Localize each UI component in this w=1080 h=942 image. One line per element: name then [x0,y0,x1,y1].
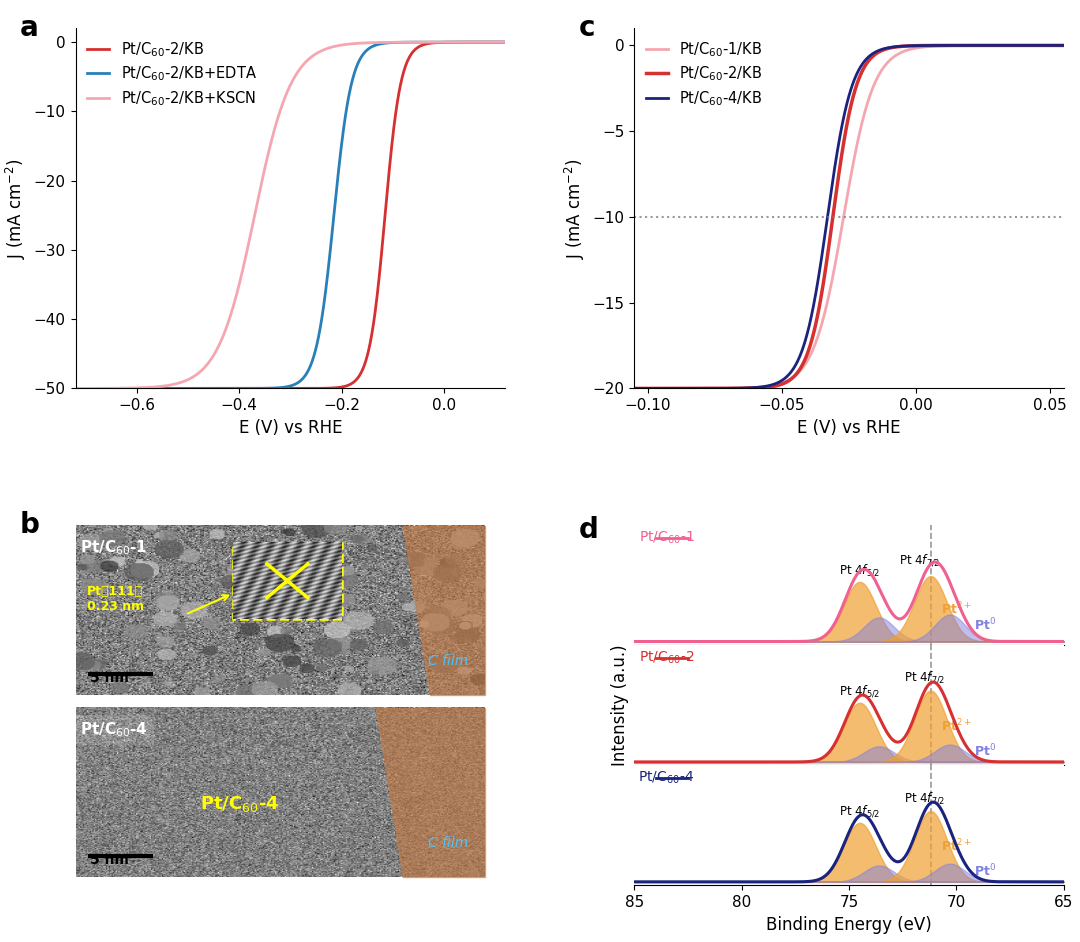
Text: Pt 4$f_{5/2}$: Pt 4$f_{5/2}$ [839,562,880,578]
Text: 5 nm: 5 nm [90,672,129,686]
Bar [233,543,341,619]
Pt/C$_{60}$-2/KB [1002,40,1015,51]
Text: Pt/C$_{60}$-1: Pt/C$_{60}$-1 [638,529,694,545]
Pt/C$_{60}$-2/KB [444,37,457,48]
Pt/C$_{60}$-1/KB [702,382,715,394]
Text: 5 nm: 5 nm [90,853,129,868]
Pt/C$_{60}$-2/KB+KSCN [69,382,82,394]
X-axis label: E (V) vs RHE: E (V) vs RHE [797,418,901,437]
Pt/C$_{60}$-2/KB+KSCN [499,37,512,48]
Pt/C$_{60}$-2/KB+KSCN [144,382,157,393]
Line: Pt/C$_{60}$-2/KB+KSCN: Pt/C$_{60}$-2/KB+KSCN [76,42,505,388]
Pt/C$_{60}$-4/KB [793,352,806,364]
X-axis label: E (V) vs RHE: E (V) vs RHE [239,418,342,437]
Line: Pt/C$_{60}$-2/KB: Pt/C$_{60}$-2/KB [634,45,1064,388]
Pt/C$_{60}$-2/KB [811,310,824,321]
Text: b: b [19,511,40,539]
Pt/C$_{60}$-2/KB [1057,40,1070,51]
Pt/C$_{60}$-2/KB+EDTA [69,382,82,394]
Pt/C$_{60}$-2/KB [144,382,157,394]
Pt/C$_{60}$-1/KB [1057,40,1070,51]
Pt/C$_{60}$-2/KB+EDTA [118,382,131,394]
Polygon shape [376,707,485,877]
Pt/C$_{60}$-2/KB [793,365,806,377]
Text: Pt 4$f_{7/2}$: Pt 4$f_{7/2}$ [904,789,945,805]
Text: Pt$^{2+}$: Pt$^{2+}$ [942,718,972,735]
Pt/C$_{60}$-4/KB [811,278,824,289]
Pt/C$_{60}$-2/KB+EDTA [253,382,266,394]
Pt/C$_{60}$-2/KB [118,382,131,394]
Pt/C$_{60}$-2/KB+KSCN [253,189,266,201]
Text: Pt 4$f_{7/2}$: Pt 4$f_{7/2}$ [904,670,945,686]
Pt/C$_{60}$-2/KB+EDTA [444,37,457,48]
Text: a: a [19,14,39,41]
Pt/C$_{60}$-2/KB+KSCN [118,382,131,394]
Text: Pt/C$_{60}$-4: Pt/C$_{60}$-4 [638,770,694,786]
Pt/C$_{60}$-2/KB [490,37,503,48]
Pt/C$_{60}$-2/KB [253,382,266,394]
Pt/C$_{60}$-2/KB+EDTA [144,382,157,394]
Pt/C$_{60}$-2/KB+EDTA [490,37,503,48]
Text: c: c [578,14,595,41]
Pt/C$_{60}$-2/KB+EDTA [234,382,247,394]
Pt/C$_{60}$-2/KB [69,382,82,394]
Pt/C$_{60}$-2/KB [499,37,512,48]
Pt/C$_{60}$-2/KB [677,382,690,394]
Pt/C$_{60}$-4/KB [1057,40,1070,51]
Pt/C$_{60}$-1/KB [793,366,806,378]
Pt/C$_{60}$-2/KB [702,382,715,394]
Line: Pt/C$_{60}$-2/KB: Pt/C$_{60}$-2/KB [76,42,505,388]
Text: Pt/C$_{60}$-2: Pt/C$_{60}$-2 [639,649,694,666]
Legend: Pt/C$_{60}$-1/KB, Pt/C$_{60}$-2/KB, Pt/C$_{60}$-4/KB: Pt/C$_{60}$-1/KB, Pt/C$_{60}$-2/KB, Pt/C… [642,36,767,112]
Y-axis label: J (mA cm$^{-2}$): J (mA cm$^{-2}$) [563,158,586,259]
Pt/C$_{60}$-4/KB [627,382,640,394]
Text: Pt$^{2+}$: Pt$^{2+}$ [942,600,972,617]
Text: d: d [578,515,598,544]
Text: Pt$^{0}$: Pt$^{0}$ [973,743,996,760]
Text: Pt/C$_{60}$-1: Pt/C$_{60}$-1 [80,539,148,557]
Text: Pt/C$_{60}$-4: Pt/C$_{60}$-4 [200,794,280,814]
Y-axis label: J (mA cm$^{-2}$): J (mA cm$^{-2}$) [4,158,28,259]
Text: Pt/C$_{60}$-4: Pt/C$_{60}$-4 [80,721,148,739]
Pt/C$_{60}$-1/KB [627,382,640,394]
Text: Pt$^{0}$: Pt$^{0}$ [973,617,996,634]
Y-axis label: Intensity (a.u.): Intensity (a.u.) [610,644,629,766]
Text: Pt$^{2+}$: Pt$^{2+}$ [942,838,972,854]
Text: Pt（111）
0.23 nm: Pt（111） 0.23 nm [87,585,145,613]
Pt/C$_{60}$-1/KB [1049,40,1062,51]
Text: C film: C film [428,836,468,851]
Pt/C$_{60}$-2/KB [627,382,640,394]
Polygon shape [403,526,485,695]
Text: Pt 4$f_{5/2}$: Pt 4$f_{5/2}$ [839,804,880,820]
Line: Pt/C$_{60}$-1/KB: Pt/C$_{60}$-1/KB [634,45,1064,388]
Pt/C$_{60}$-2/KB+KSCN [444,37,457,48]
Pt/C$_{60}$-2/KB+KSCN [490,37,503,48]
Text: Pt 4$f_{7/2}$: Pt 4$f_{7/2}$ [900,553,941,568]
Pt/C$_{60}$-2/KB+EDTA [499,37,512,48]
Line: Pt/C$_{60}$-2/KB+EDTA: Pt/C$_{60}$-2/KB+EDTA [76,42,505,388]
Pt/C$_{60}$-2/KB [234,382,247,394]
Pt/C$_{60}$-1/KB [677,382,690,394]
Text: C film: C film [428,655,468,669]
Text: Pt 4$f_{5/2}$: Pt 4$f_{5/2}$ [839,684,880,699]
Legend: Pt/C$_{60}$-2/KB, Pt/C$_{60}$-2/KB+EDTA, Pt/C$_{60}$-2/KB+KSCN: Pt/C$_{60}$-2/KB, Pt/C$_{60}$-2/KB+EDTA,… [83,36,261,112]
Pt/C$_{60}$-4/KB [1049,40,1062,51]
Pt/C$_{60}$-1/KB [811,332,824,343]
X-axis label: Binding Energy (eV): Binding Energy (eV) [766,916,932,934]
Pt/C$_{60}$-4/KB [702,382,715,394]
Pt/C$_{60}$-1/KB [1002,40,1015,51]
Text: Pt$^{0}$: Pt$^{0}$ [973,863,996,879]
Pt/C$_{60}$-2/KB+KSCN [234,274,247,285]
Pt/C$_{60}$-2/KB [1049,40,1062,51]
Pt/C$_{60}$-4/KB [1002,40,1015,51]
Pt/C$_{60}$-4/KB [677,382,690,394]
Line: Pt/C$_{60}$-4/KB: Pt/C$_{60}$-4/KB [634,45,1064,388]
